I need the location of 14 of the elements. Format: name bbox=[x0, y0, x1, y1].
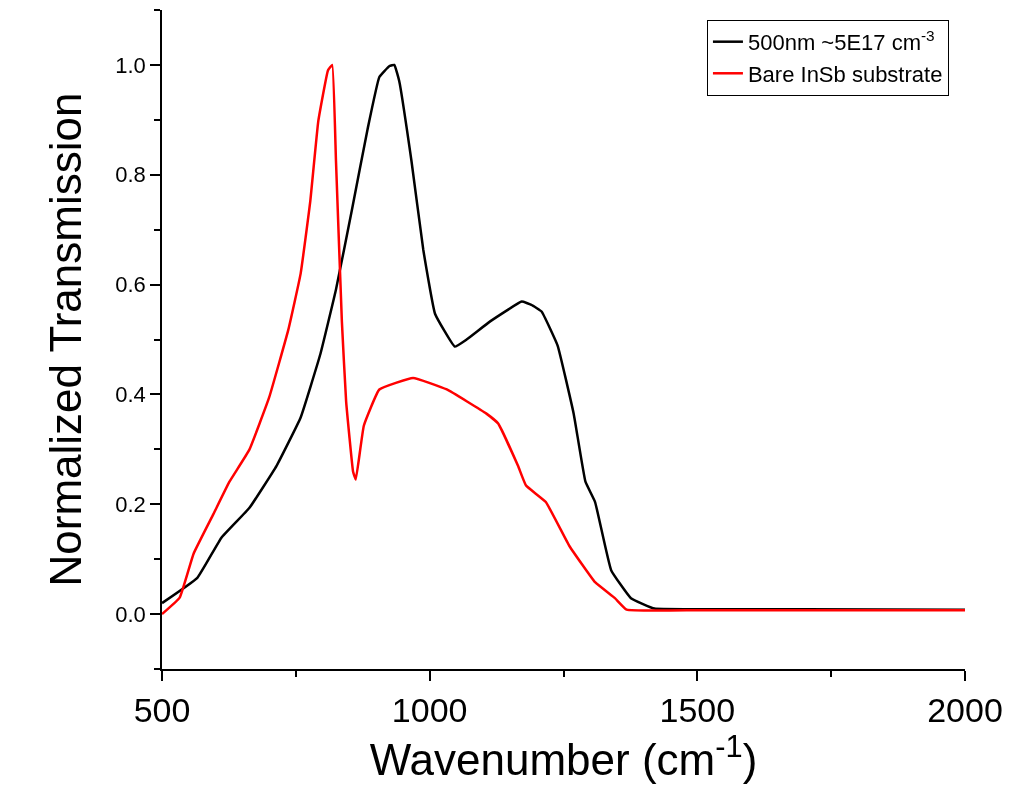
legend-label: Bare InSb substrate bbox=[747, 61, 943, 87]
y-tick-label: 0.8 bbox=[115, 162, 146, 188]
x-tick-label: 2000 bbox=[927, 690, 1003, 729]
y-tick-label: 0.4 bbox=[115, 382, 146, 408]
y-tick-label: 1.0 bbox=[115, 52, 146, 78]
x-tick-label: 1500 bbox=[659, 690, 736, 729]
x-tick-label: 500 bbox=[133, 690, 191, 729]
x-axis-title: Wavenumber (cm$^{-1}$) bbox=[369, 728, 758, 785]
y-tick-label: 0.2 bbox=[115, 491, 146, 517]
x-tick-label: 1000 bbox=[391, 690, 468, 729]
y-tick-label: 0.0 bbox=[115, 601, 146, 627]
y-axis-title: Normalized Transmission bbox=[40, 92, 90, 587]
legend-label: 500nm ~5E17 cm$^{-3}$ bbox=[747, 27, 935, 56]
y-tick-label: 0.6 bbox=[115, 272, 146, 298]
